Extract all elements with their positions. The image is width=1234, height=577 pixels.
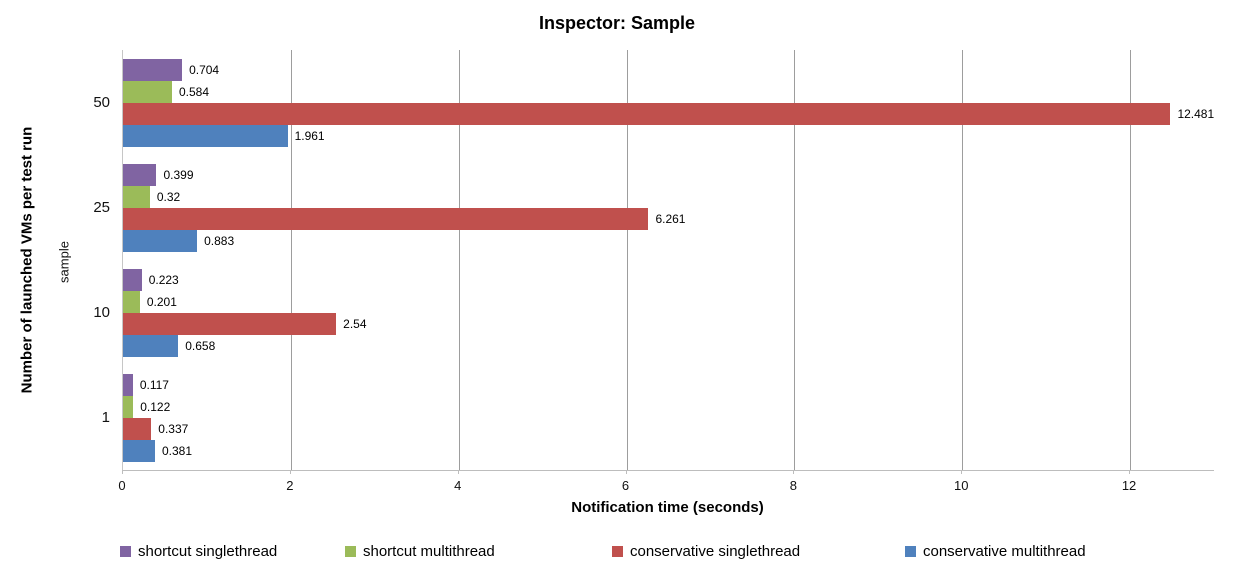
bar-shortcut-singlethread-cat-50 bbox=[123, 58, 183, 81]
x-tick-label: 4 bbox=[454, 478, 462, 493]
bar-value-label: 0.122 bbox=[140, 399, 171, 414]
bar-value-label: 0.32 bbox=[156, 189, 181, 204]
legend-swatch bbox=[612, 545, 623, 557]
bar-value-label: 0.883 bbox=[204, 233, 235, 248]
bar-conservative-singlethread-cat-25 bbox=[123, 207, 649, 230]
bar-shortcut-singlethread-cat-25 bbox=[123, 163, 157, 186]
x-tick-mark bbox=[289, 470, 291, 474]
x-tick-label: 8 bbox=[789, 478, 797, 493]
gridline bbox=[290, 50, 292, 470]
legend-item-shortcut-singlethread: shortcut singlethread bbox=[120, 541, 277, 561]
legend-label: shortcut multithread bbox=[363, 542, 495, 560]
y-category-label: 25 bbox=[93, 199, 110, 216]
gridline bbox=[962, 50, 964, 470]
legend-label: shortcut singlethread bbox=[138, 542, 278, 560]
bar-shortcut-multithread-cat-25 bbox=[123, 185, 150, 208]
bar-shortcut-multithread-cat-10 bbox=[123, 290, 140, 313]
bar-value-label: 0.223 bbox=[148, 272, 179, 287]
gridline bbox=[794, 50, 796, 470]
bar-value-label: 6.261 bbox=[655, 211, 686, 226]
bar-shortcut-multithread-cat-1 bbox=[123, 395, 134, 418]
legend-swatch bbox=[345, 545, 356, 557]
x-tick-mark bbox=[793, 470, 795, 474]
bar-shortcut-singlethread-cat-1 bbox=[123, 373, 133, 396]
chart-title: Inspector: Sample bbox=[538, 13, 696, 33]
legend: shortcut singlethread shortcut multithrea… bbox=[0, 541, 1234, 565]
legend-item-conservative-singlethread: conservative singlethread bbox=[612, 541, 800, 561]
bar-value-label: 0.201 bbox=[146, 294, 177, 309]
bar-conservative-singlethread-cat-10 bbox=[123, 312, 337, 335]
legend-label: conservative multithread bbox=[923, 542, 1086, 560]
bar-value-label: 2.54 bbox=[343, 316, 367, 331]
bar-value-label: 0.381 bbox=[161, 443, 192, 458]
gridline bbox=[626, 50, 628, 470]
bar-conservative-multithread-cat-10 bbox=[123, 334, 179, 357]
bar-value-label: 0.658 bbox=[185, 338, 216, 353]
x-tick-label: 12 bbox=[1121, 478, 1137, 493]
bar-value-label: 0.584 bbox=[179, 84, 210, 99]
gridline bbox=[1130, 50, 1132, 470]
x-tick-mark bbox=[1129, 470, 1131, 474]
bar-conservative-singlethread-cat-1 bbox=[123, 417, 152, 440]
x-tick-mark bbox=[625, 470, 627, 474]
x-axis-title: Notification time (seconds) bbox=[571, 499, 764, 516]
y-category-label: 1 bbox=[101, 409, 110, 426]
legend-swatch bbox=[905, 545, 916, 557]
plot-area: 0.704 0.584 12.481 1.961 0.399 0.32 6.261 0.883… bbox=[122, 50, 1214, 471]
bar-value-label: 0.704 bbox=[189, 62, 220, 77]
bar-value-label: 0.399 bbox=[163, 167, 194, 182]
bar-value-label: 0.337 bbox=[158, 421, 189, 436]
x-tick-label: 6 bbox=[621, 478, 630, 493]
bar-conservative-multithread-cat-50 bbox=[123, 124, 288, 147]
x-tick-label: 0 bbox=[118, 478, 126, 493]
legend-label: conservative singlethread bbox=[630, 542, 801, 560]
bar-conservative-singlethread-cat-50 bbox=[123, 102, 1171, 125]
x-tick-mark bbox=[457, 470, 459, 474]
bar-shortcut-singlethread-cat-10 bbox=[123, 268, 142, 291]
bar-conservative-multithread-cat-1 bbox=[123, 439, 155, 462]
legend-item-conservative-multithread: conservative multithread bbox=[905, 541, 1086, 561]
y-category-label: 50 bbox=[93, 94, 110, 111]
bar-value-label: 0.117 bbox=[139, 377, 169, 392]
x-tick-label: 2 bbox=[286, 478, 294, 493]
x-tick-mark bbox=[961, 470, 963, 474]
gridline bbox=[458, 50, 460, 470]
bar-conservative-multithread-cat-25 bbox=[123, 229, 198, 252]
x-tick-mark bbox=[122, 470, 123, 474]
y-category-label: 10 bbox=[93, 304, 110, 321]
legend-item-shortcut-multithread: shortcut multithread bbox=[345, 541, 495, 561]
bar-value-label: 12.481 bbox=[1177, 106, 1215, 121]
legend-swatch bbox=[120, 545, 131, 557]
bar-shortcut-multithread-cat-50 bbox=[123, 80, 172, 103]
x-tick-label: 10 bbox=[953, 478, 969, 493]
bar-value-label: 1.961 bbox=[294, 128, 325, 143]
